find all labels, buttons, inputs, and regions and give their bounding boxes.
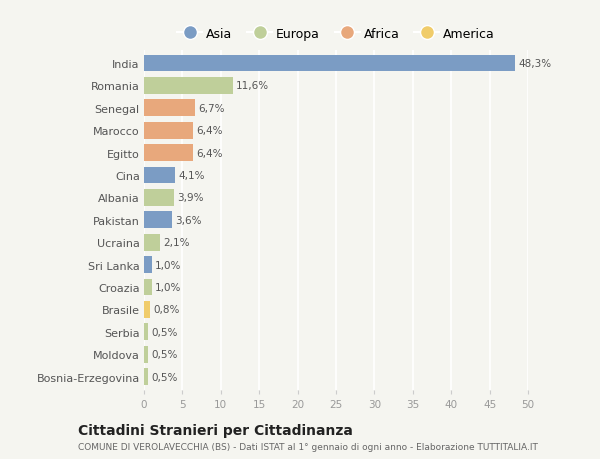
Bar xyxy=(144,234,160,251)
Text: 2,1%: 2,1% xyxy=(163,238,190,248)
Text: 6,7%: 6,7% xyxy=(199,104,225,113)
Bar xyxy=(144,346,148,363)
Text: 0,5%: 0,5% xyxy=(151,372,177,382)
Text: Cittadini Stranieri per Cittadinanza: Cittadini Stranieri per Cittadinanza xyxy=(78,423,353,437)
Text: 6,4%: 6,4% xyxy=(196,126,223,136)
Text: 0,5%: 0,5% xyxy=(151,349,177,359)
Text: COMUNE DI VEROLAVECCHIA (BS) - Dati ISTAT al 1° gennaio di ogni anno - Elaborazi: COMUNE DI VEROLAVECCHIA (BS) - Dati ISTA… xyxy=(78,442,538,451)
Bar xyxy=(144,301,150,318)
Bar xyxy=(144,123,193,140)
Bar xyxy=(144,279,152,296)
Text: 0,5%: 0,5% xyxy=(151,327,177,337)
Bar xyxy=(144,190,174,207)
Text: 11,6%: 11,6% xyxy=(236,81,269,91)
Text: 3,9%: 3,9% xyxy=(177,193,203,203)
Bar xyxy=(144,257,152,274)
Text: 48,3%: 48,3% xyxy=(518,59,551,69)
Legend: Asia, Europa, Africa, America: Asia, Europa, Africa, America xyxy=(172,23,500,46)
Bar xyxy=(144,167,175,184)
Bar xyxy=(144,56,515,72)
Bar xyxy=(144,78,233,95)
Text: 1,0%: 1,0% xyxy=(155,260,181,270)
Bar xyxy=(144,324,148,341)
Bar xyxy=(144,212,172,229)
Bar xyxy=(144,100,196,117)
Text: 4,1%: 4,1% xyxy=(179,171,205,181)
Bar xyxy=(144,369,148,385)
Text: 0,8%: 0,8% xyxy=(153,305,179,315)
Bar xyxy=(144,145,193,162)
Text: 6,4%: 6,4% xyxy=(196,148,223,158)
Text: 1,0%: 1,0% xyxy=(155,282,181,292)
Text: 3,6%: 3,6% xyxy=(175,215,201,225)
